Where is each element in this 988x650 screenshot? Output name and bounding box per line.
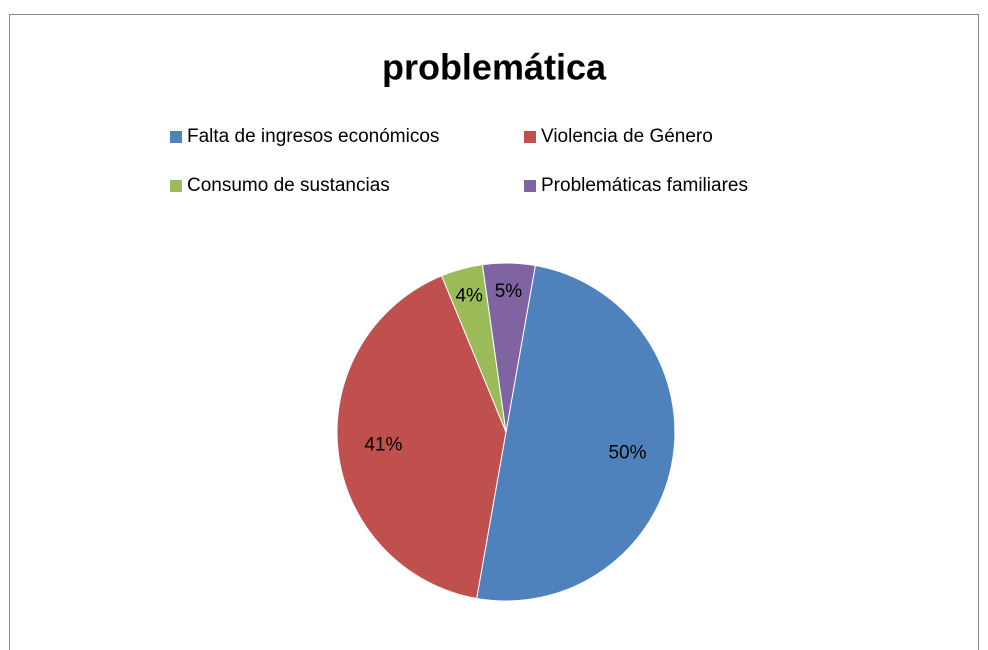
legend-label: Falta de ingresos económicos: [187, 126, 439, 147]
data-label: 41%: [364, 434, 402, 455]
legend-swatch: [170, 131, 182, 143]
legend-label: Problemáticas familiares: [541, 175, 748, 196]
legend-swatch: [170, 180, 182, 192]
pie-slice: [336, 275, 507, 600]
data-label: 4%: [455, 286, 483, 307]
legend-swatch: [524, 131, 536, 143]
legend-label: Consumo de sustancias: [187, 175, 390, 196]
data-label: 50%: [608, 442, 646, 463]
legend-label: Violencia de Género: [541, 126, 713, 147]
chart-title: problemática: [382, 47, 607, 88]
pie-slice: [481, 262, 536, 433]
chart-border: [9, 14, 979, 650]
legend-swatch: [524, 180, 536, 192]
pie-slice: [476, 264, 676, 602]
data-label: 5%: [495, 281, 523, 302]
